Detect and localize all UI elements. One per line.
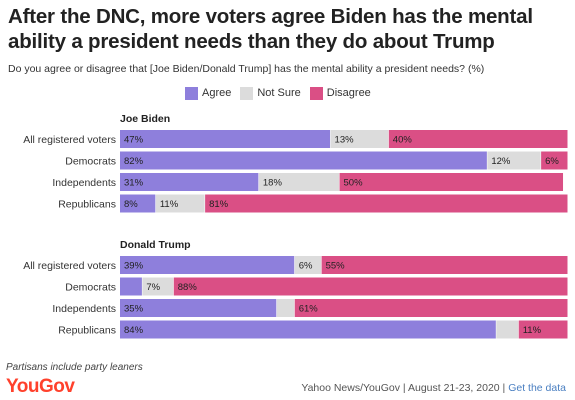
bar-agree	[120, 256, 295, 274]
bar-disagree	[339, 173, 564, 191]
legend-swatch-disagree	[309, 86, 323, 100]
category-label: Democrats	[65, 282, 116, 294]
bar-not-sure	[258, 173, 340, 191]
chart-subtitle: Do you agree or disagree that [Joe Biden…	[8, 63, 485, 75]
bar-disagree	[173, 277, 568, 296]
legend-swatch-not-sure	[240, 86, 254, 100]
category-label: Independents	[52, 303, 116, 315]
bar-not-sure	[496, 320, 519, 339]
data-label-disagree: 55%	[326, 261, 346, 272]
footnote: Partisans include party leaners	[6, 362, 143, 373]
category-label: All registered voters	[23, 134, 116, 146]
data-label-agree: 47%	[124, 135, 144, 146]
data-label-agree: 31%	[124, 178, 144, 189]
bar-not-sure	[294, 256, 322, 274]
bar-disagree	[321, 256, 568, 274]
legend-swatch-agree	[185, 86, 198, 100]
get-the-data-link[interactable]: Get the data	[508, 382, 566, 394]
bar-agree	[120, 151, 487, 170]
group-title: Joe Biden	[120, 113, 170, 125]
data-label-disagree: 11%	[523, 325, 542, 336]
category-label: All registered voters	[23, 260, 116, 272]
bar-agree	[120, 173, 259, 191]
data-label-disagree: 6%	[545, 156, 559, 167]
data-label-agree: 8%	[124, 199, 138, 210]
legend-label-agree: Agree	[202, 87, 232, 99]
group-title: Donald Trump	[120, 239, 191, 251]
bar-agree	[120, 320, 496, 339]
category-label: Independents	[52, 177, 116, 189]
data-label-disagree: 81%	[209, 199, 229, 210]
bar-not-sure	[142, 277, 174, 296]
bar-disagree	[518, 320, 568, 339]
stacked-bar-chart: Joe Biden All registered voters 47% 13% 40% D…	[23, 113, 568, 339]
bar-disagree	[388, 130, 568, 148]
bar-agree	[120, 130, 331, 148]
data-label-not-sure: 12%	[491, 156, 511, 167]
bar-not-sure	[487, 151, 541, 170]
legend-item-not-sure: Not Sure	[240, 86, 301, 100]
data-label-not-sure: 11%	[160, 199, 179, 210]
data-label-agree: 82%	[124, 156, 144, 167]
bar-not-sure	[155, 194, 205, 213]
category-label: Republicans	[58, 325, 116, 337]
legend-item-agree: Agree	[185, 86, 232, 100]
data-label-not-sure: 7%	[146, 282, 160, 293]
data-label-disagree: 40%	[393, 135, 413, 146]
legend-label-disagree: Disagree	[326, 87, 371, 99]
data-label-agree: 35%	[124, 304, 144, 315]
data-label-agree: 84%	[124, 325, 144, 336]
source-text: Yahoo News/YouGov | August 21-23, 2020 |	[301, 382, 509, 394]
bar-agree	[120, 277, 142, 296]
category-label: Democrats	[65, 156, 116, 168]
data-label-disagree: 50%	[344, 178, 364, 189]
bar-not-sure	[330, 130, 389, 148]
legend: Agree Not Sure Disagree	[185, 86, 380, 100]
data-label-disagree: 88%	[178, 282, 198, 293]
data-label-not-sure: 18%	[263, 178, 283, 189]
bar-disagree	[541, 151, 568, 170]
source-line: Yahoo News/YouGov | August 21-23, 2020 |…	[301, 382, 566, 394]
bar-disagree	[205, 194, 568, 213]
data-label-agree: 39%	[124, 261, 144, 272]
legend-item-disagree: Disagree	[309, 86, 371, 100]
legend-label-not-sure: Not Sure	[257, 87, 301, 99]
chart-title: After the DNC, more voters agree Biden h…	[8, 5, 533, 53]
category-label: Republicans	[58, 199, 116, 211]
bar-not-sure	[276, 299, 295, 317]
data-label-not-sure: 13%	[335, 135, 355, 146]
data-label-disagree: 61%	[299, 304, 319, 315]
data-label-not-sure: 6%	[299, 261, 313, 272]
yougov-logo: YouGov	[6, 376, 75, 397]
bar-disagree	[294, 299, 568, 317]
bar-agree	[120, 299, 277, 317]
bar-agree	[120, 194, 156, 213]
